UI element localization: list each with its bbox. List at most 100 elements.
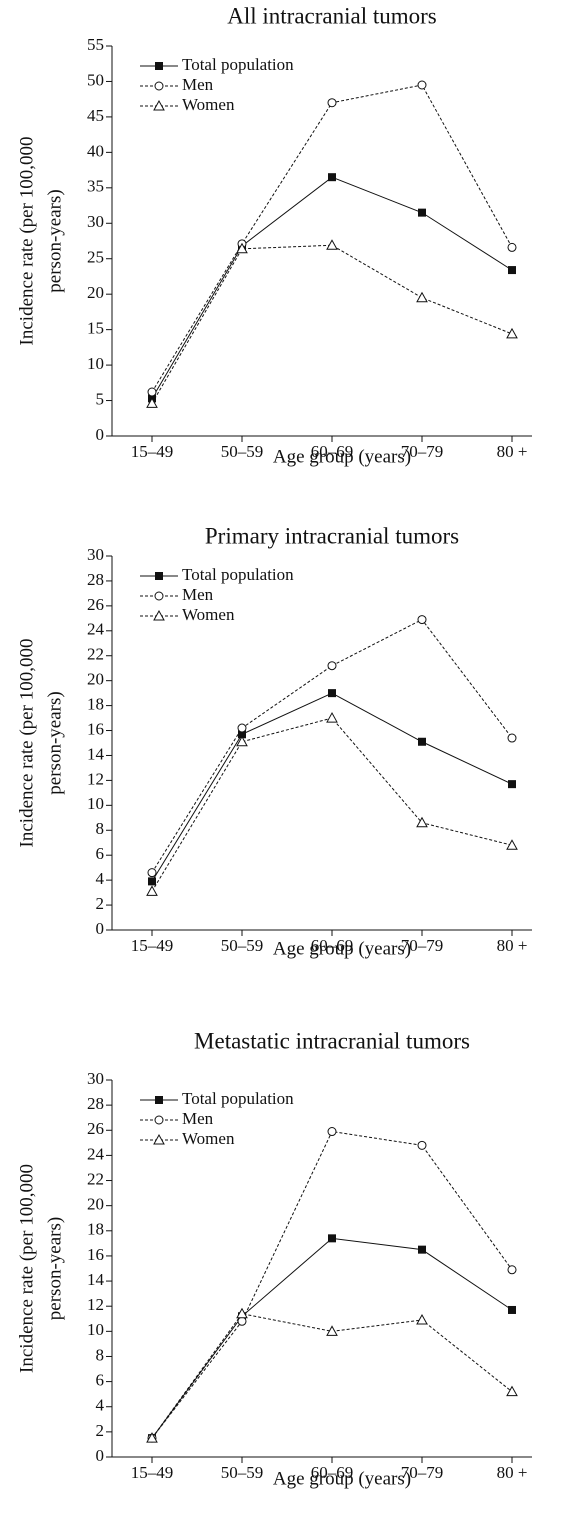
y-tick-label: 28 xyxy=(87,1094,104,1113)
chart-title: All intracranial tumors xyxy=(227,3,437,28)
legend-marker xyxy=(153,609,165,621)
x-tick-label: 50–59 xyxy=(221,442,264,461)
marker-square xyxy=(508,1305,516,1314)
marker-triangle xyxy=(146,885,158,896)
x-axis-label: Age group (years) xyxy=(273,446,411,467)
y-tick-label: 0 xyxy=(96,425,105,444)
y-tick-label: 14 xyxy=(87,1270,105,1289)
marker-triangle xyxy=(416,291,428,303)
y-tick-label: 40 xyxy=(87,141,104,160)
y-tick-label: 26 xyxy=(87,595,104,614)
chart-panel: Primary intracranial tumors 0 24 6 8 10 12 14 16… xyxy=(16,523,532,959)
x-tick-label: 50–59 xyxy=(221,1463,264,1482)
y-tick-label: 30 xyxy=(87,545,104,564)
y-tick-label: 55 xyxy=(87,35,104,54)
marker-square xyxy=(328,689,336,698)
y-tick-label: 2 xyxy=(96,894,105,913)
y-tick-label: 0 xyxy=(96,1446,105,1465)
series-line xyxy=(151,84,513,393)
marker-circle xyxy=(507,242,517,252)
y-tick-label: 8 xyxy=(96,1345,105,1364)
y-tick-label: 6 xyxy=(96,1371,105,1390)
marker-triangle xyxy=(236,242,248,254)
chart-panel: Metastatic intracranial tumors0246810121… xyxy=(16,1028,532,1489)
x-tick-label: 80 + xyxy=(497,1463,528,1482)
y-tick-label: 0 xyxy=(96,919,105,938)
series-line xyxy=(151,1130,513,1439)
x-tick-label: 60–69 xyxy=(311,442,354,461)
y-tick-label: 14 xyxy=(87,744,105,763)
marker-triangle xyxy=(416,816,428,828)
marker-circle xyxy=(417,80,427,90)
marker-square xyxy=(328,173,336,182)
legend-marker xyxy=(154,1115,164,1125)
y-tick-label: 30 xyxy=(87,1069,104,1088)
y-tick-label: 20 xyxy=(87,1195,104,1214)
marker-circle xyxy=(507,733,517,743)
marker-triangle xyxy=(146,397,158,408)
y-tick-label: 16 xyxy=(87,1245,104,1264)
legend-marker xyxy=(155,62,163,70)
y-tick-label: 8 xyxy=(96,819,105,838)
x-axis-label: Age group (years) xyxy=(273,1468,411,1489)
legend-marker xyxy=(155,1096,163,1104)
x-tick-label: 80 + xyxy=(497,442,528,461)
legend-label: Women xyxy=(182,1129,235,1148)
legend-label: Total population xyxy=(182,1089,294,1108)
marker-triangle xyxy=(326,712,338,723)
marker-square xyxy=(148,877,156,886)
y-tick-label: 26 xyxy=(87,1119,104,1138)
marker-circle xyxy=(147,868,157,878)
y-tick-label: 50 xyxy=(87,70,104,89)
marker-circle xyxy=(237,1316,247,1326)
y-tick-label: 35 xyxy=(87,177,104,196)
marker-square xyxy=(418,1245,426,1254)
marker-circle xyxy=(147,387,157,397)
marker-square xyxy=(508,780,516,789)
series-line xyxy=(151,1237,513,1439)
x-tick-label: 15–49 xyxy=(131,442,174,461)
legend-marker xyxy=(154,591,164,601)
series-line xyxy=(151,244,513,404)
marker-circle xyxy=(327,1127,337,1137)
marker-circle xyxy=(327,98,337,108)
y-tick-label: 18 xyxy=(87,695,104,714)
x-tick-label: 80 + xyxy=(497,936,528,955)
y-tick-label: 18 xyxy=(87,1220,104,1239)
legend-label: Women xyxy=(182,605,235,624)
legend-marker xyxy=(153,1133,165,1145)
y-axis-label: person-years) xyxy=(44,189,65,292)
y-tick-label: 16 xyxy=(87,719,104,738)
y-tick-label: 10 xyxy=(87,794,104,813)
y-tick-label: 5 xyxy=(96,389,105,408)
marker-triangle xyxy=(506,327,518,339)
chart-title: Metastatic intracranial tumors xyxy=(194,1028,470,1053)
y-tick-label: 24 xyxy=(87,620,105,639)
marker-square xyxy=(238,730,246,739)
y-tick-label: 12 xyxy=(87,1295,104,1314)
marker-circle xyxy=(417,1140,427,1150)
x-tick-label: 60–69 xyxy=(311,1463,354,1482)
legend-label: Total population xyxy=(182,565,294,584)
legend-label: Men xyxy=(182,1109,214,1128)
y-tick-label: 6 xyxy=(96,844,105,863)
x-tick-label: 15–49 xyxy=(131,936,174,955)
y-tick-label: 15 xyxy=(87,319,104,338)
y-axis-label: Incidence rate (per 100,000 xyxy=(16,639,37,848)
y-tick-label: 2 xyxy=(96,1421,105,1440)
y-tick-label: 12 xyxy=(87,769,104,788)
x-tick-label: 60–69 xyxy=(311,936,354,955)
legend-label: Men xyxy=(182,75,214,94)
x-axis-label: Age group (years) xyxy=(273,938,411,959)
legend-marker xyxy=(155,572,163,580)
legend-label: Total population xyxy=(182,55,294,74)
x-tick-label: 50–59 xyxy=(221,936,264,955)
chart-title: Primary intracranial tumors xyxy=(205,523,459,548)
legend-marker xyxy=(153,99,165,111)
y-tick-label: 4 xyxy=(96,1396,105,1415)
y-tick-label: 30 xyxy=(87,212,104,231)
y-tick-label: 22 xyxy=(87,1169,104,1188)
y-tick-label: 20 xyxy=(87,283,104,302)
y-tick-label: 25 xyxy=(87,248,104,267)
